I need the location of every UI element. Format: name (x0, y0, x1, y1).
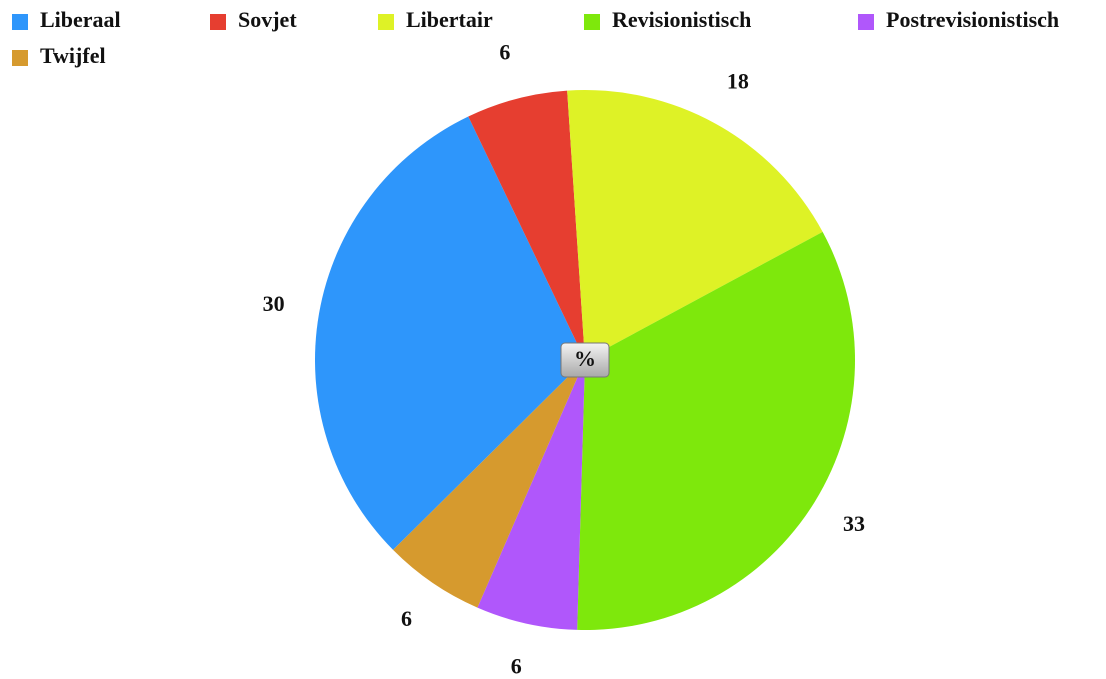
legend-label: Sovjet (238, 7, 297, 32)
data-label: 6 (499, 39, 510, 64)
legend-swatch (210, 14, 226, 30)
pie-slice (315, 116, 585, 550)
legend-label: Postrevisionistisch (886, 7, 1059, 32)
center-button[interactable] (560, 342, 610, 378)
pie-slice (468, 90, 585, 361)
center-label[interactable]: % (574, 346, 596, 371)
data-label: 6 (401, 606, 412, 631)
legend-swatch (12, 14, 28, 30)
legend-swatch (858, 14, 874, 30)
legend-label: Liberaal (40, 7, 121, 32)
data-label: 6 (511, 653, 522, 678)
pie-slice (393, 360, 585, 608)
data-label: 18 (727, 68, 749, 93)
legend-label: Revisionistisch (612, 7, 751, 32)
pie-slice (567, 90, 823, 360)
data-label: 33 (843, 511, 865, 536)
legend-swatch (378, 14, 394, 30)
legend: Liberaal Sovjet Libertair Revisionistisch Po… (12, 7, 1059, 68)
legend-label: Libertair (406, 7, 493, 32)
legend-label: Twijfel (40, 43, 106, 68)
pie-slice (577, 231, 856, 630)
legend-swatch (12, 50, 28, 66)
pie-slice (477, 360, 585, 630)
pie: 30 6 18 33 6 6 (263, 39, 865, 678)
legend-swatch (584, 14, 600, 30)
data-label: 30 (263, 291, 285, 316)
